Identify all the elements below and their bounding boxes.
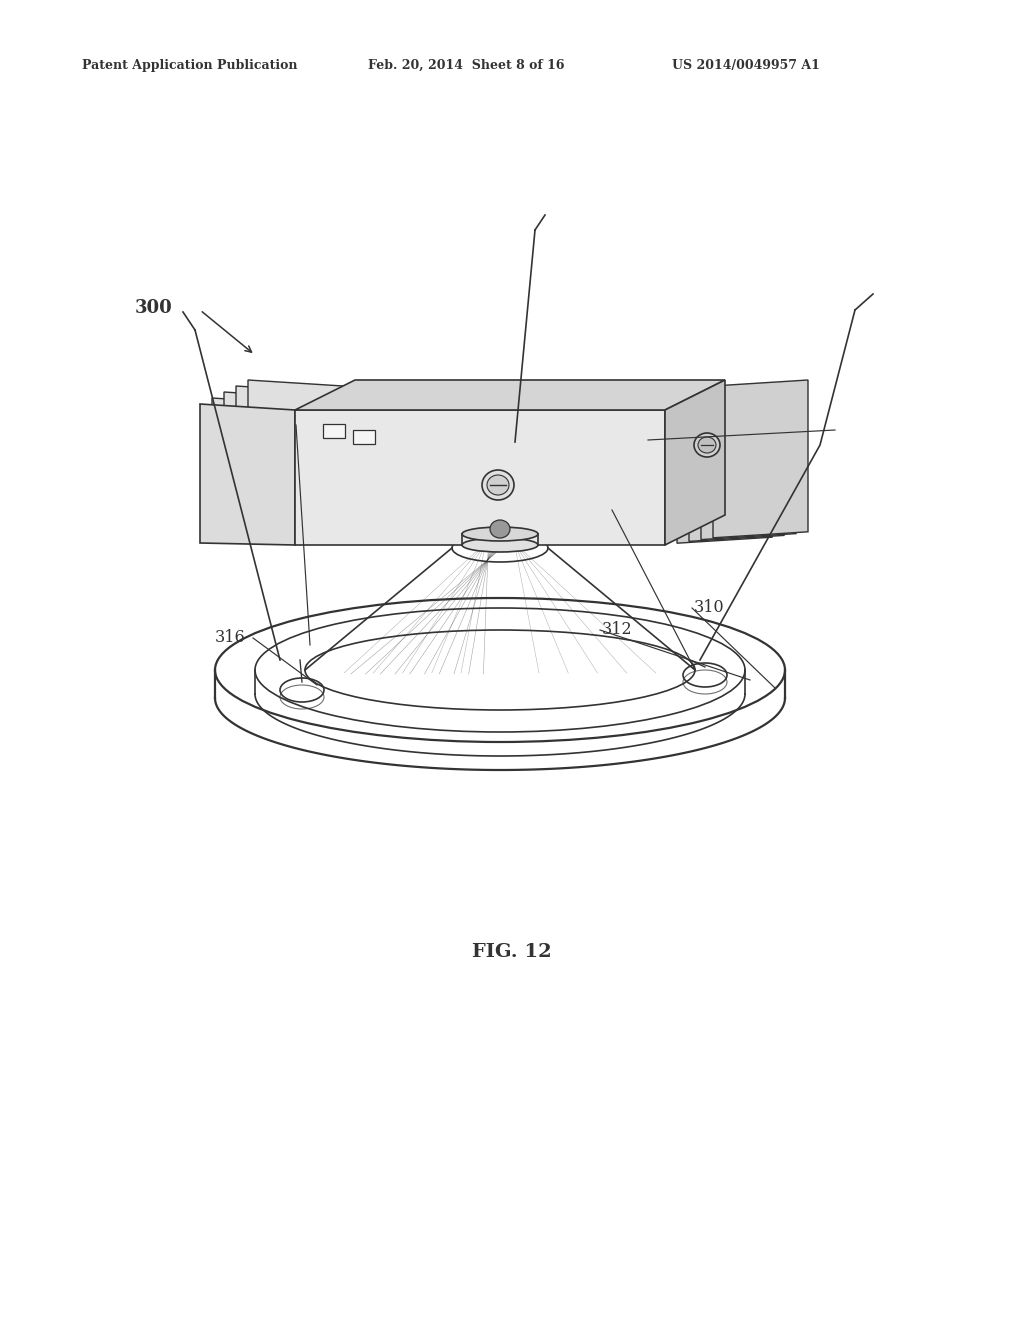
Ellipse shape — [698, 437, 716, 453]
Ellipse shape — [490, 520, 510, 539]
Polygon shape — [248, 380, 343, 537]
Text: Patent Application Publication: Patent Application Publication — [82, 58, 298, 71]
Bar — [323, 424, 345, 438]
Text: 310: 310 — [694, 599, 725, 616]
Text: 300: 300 — [134, 300, 172, 317]
Text: 316: 316 — [215, 630, 246, 647]
Ellipse shape — [694, 433, 720, 457]
Polygon shape — [295, 380, 725, 411]
Ellipse shape — [462, 539, 538, 552]
Polygon shape — [713, 380, 808, 537]
Text: 312: 312 — [602, 622, 633, 639]
Text: Feb. 20, 2014  Sheet 8 of 16: Feb. 20, 2014 Sheet 8 of 16 — [368, 58, 564, 71]
Polygon shape — [701, 385, 796, 540]
Text: FIG. 12: FIG. 12 — [472, 942, 552, 961]
Ellipse shape — [487, 475, 509, 495]
Polygon shape — [236, 385, 331, 540]
Polygon shape — [665, 380, 725, 545]
Ellipse shape — [462, 527, 538, 541]
Text: US 2014/0049957 A1: US 2014/0049957 A1 — [672, 58, 820, 71]
Ellipse shape — [482, 470, 514, 500]
Text: 320: 320 — [258, 417, 289, 433]
Text: 314: 314 — [612, 502, 643, 519]
Polygon shape — [295, 411, 665, 545]
Polygon shape — [677, 399, 772, 544]
Bar — [353, 430, 375, 444]
Polygon shape — [224, 392, 319, 541]
Polygon shape — [212, 399, 307, 544]
Text: 318: 318 — [648, 432, 679, 449]
Polygon shape — [689, 392, 784, 541]
Polygon shape — [200, 404, 295, 545]
